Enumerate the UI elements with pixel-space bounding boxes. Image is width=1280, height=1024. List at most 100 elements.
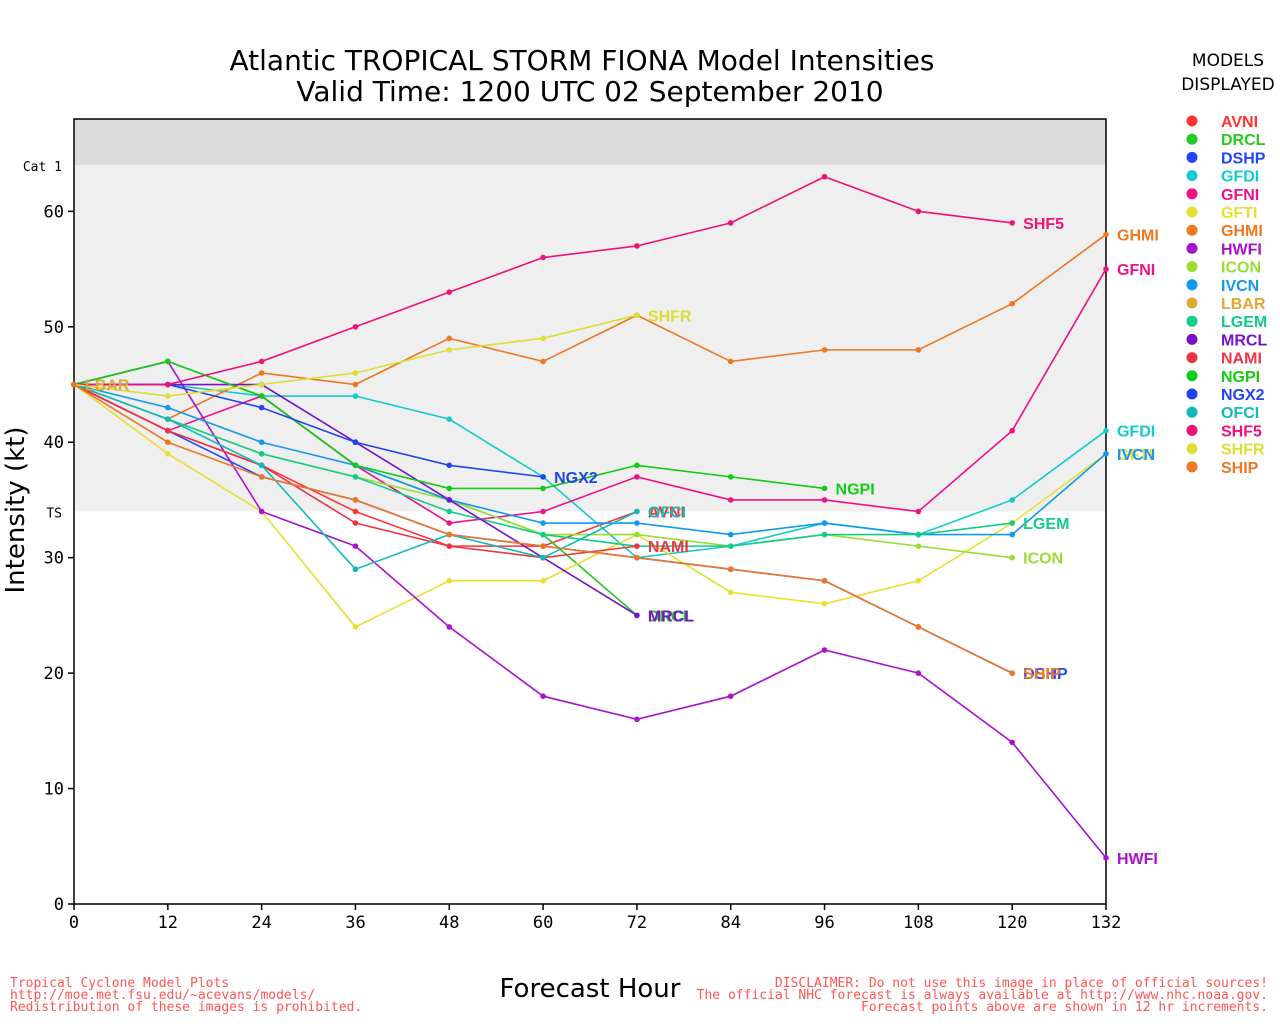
data-point xyxy=(1009,220,1015,226)
legend-marker xyxy=(1186,461,1198,473)
data-point xyxy=(727,693,734,700)
data-point xyxy=(165,358,171,365)
legend-marker xyxy=(1186,406,1198,418)
data-point xyxy=(634,716,640,723)
footer-right-line2: The official NHC forecast is always avai… xyxy=(697,988,1268,1003)
end-label-dshp: DSHP xyxy=(1023,666,1068,683)
legend-label: SHIP xyxy=(1221,460,1259,477)
axis-ticks: 0 12 24 36 48 60 72 84 96 108 120 132 0 10 20 30 40 50 60 xyxy=(44,202,1122,933)
data-point xyxy=(634,520,640,526)
x-tick-label: 120 xyxy=(997,913,1028,933)
data-point xyxy=(915,624,922,630)
x-tick-label: 0 xyxy=(69,913,79,933)
x-axis-label: Forecast Hour xyxy=(500,974,681,1004)
legend-marker xyxy=(1186,279,1198,291)
legend-label: HWFI xyxy=(1221,241,1262,258)
legend-item-shf5: SHF5 xyxy=(1186,423,1262,440)
data-point xyxy=(258,404,265,411)
legend-title-line1: MODELS xyxy=(1192,51,1264,71)
band-label: Cat 1 xyxy=(23,160,62,175)
data-point xyxy=(258,474,265,480)
data-point xyxy=(540,520,546,526)
data-point xyxy=(165,439,171,446)
legend-label: AVNI xyxy=(1221,114,1258,131)
legend-marker xyxy=(1186,224,1198,236)
data-point xyxy=(915,347,922,353)
data-point xyxy=(821,347,828,353)
data-point xyxy=(821,497,828,503)
legend-marker xyxy=(1186,333,1198,345)
data-point xyxy=(915,531,922,538)
series-layer xyxy=(71,173,1109,861)
data-point xyxy=(258,393,265,399)
x-tick-label: 132 xyxy=(1091,913,1122,933)
end-label-lgem: LGEM xyxy=(1023,516,1069,533)
legend-label: ICON xyxy=(1221,260,1261,277)
series-line xyxy=(73,233,1107,421)
footer-left-line3: Redistribution of these images is prohib… xyxy=(10,1000,362,1015)
x-tick-label: 72 xyxy=(627,913,647,933)
legend-label: DRCL xyxy=(1221,132,1266,149)
legend-marker xyxy=(1186,370,1198,382)
data-point xyxy=(446,577,453,584)
end-label-shf5: SHF5 xyxy=(1023,216,1064,233)
data-point xyxy=(258,450,265,457)
x-tick-label: 84 xyxy=(720,913,740,933)
legend-marker xyxy=(1186,261,1198,273)
data-point xyxy=(540,485,546,492)
data-point xyxy=(727,566,734,573)
end-label-ofci: OFCI xyxy=(648,505,686,522)
legend-marker xyxy=(1186,188,1198,200)
legend-label: SHF5 xyxy=(1221,423,1262,440)
data-point xyxy=(446,289,453,295)
y-tick-label: 20 xyxy=(44,664,64,684)
data-point xyxy=(1103,266,1109,272)
legend-item-ghmi: GHMI xyxy=(1186,223,1263,240)
data-point xyxy=(352,508,359,515)
intensity-band xyxy=(74,119,1106,166)
end-label-lbar: LBAR xyxy=(85,378,130,395)
data-point xyxy=(821,173,828,180)
legend-item-ivcn: IVCN xyxy=(1186,278,1259,295)
data-point xyxy=(540,531,546,538)
legend-label: GFDI xyxy=(1221,169,1259,186)
legend-item-hwfi: HWFI xyxy=(1186,241,1262,258)
data-point xyxy=(1009,300,1015,307)
legend-label: GFNI xyxy=(1221,187,1259,204)
data-point xyxy=(446,624,453,630)
data-point xyxy=(352,439,359,446)
data-point xyxy=(352,497,359,503)
legend-marker xyxy=(1186,388,1198,400)
legend-item-ngx2: NGX2 xyxy=(1186,387,1265,404)
data-point xyxy=(727,358,734,365)
data-point xyxy=(634,508,640,515)
end-label-ghmi: GHMI xyxy=(1117,227,1159,244)
legend-item-gfni: GFNI xyxy=(1186,187,1259,204)
data-point xyxy=(446,347,453,353)
end-label-gfni: GFNI xyxy=(1117,262,1155,279)
data-point xyxy=(540,693,546,700)
data-point xyxy=(915,670,922,676)
data-point xyxy=(1009,427,1015,434)
data-point xyxy=(446,335,453,342)
chart-title: Atlantic TROPICAL STORM FIONA Model Inte… xyxy=(229,44,934,77)
data-point xyxy=(634,243,640,249)
data-point xyxy=(352,520,359,526)
data-point xyxy=(540,474,546,480)
data-point xyxy=(821,647,828,653)
data-point xyxy=(634,543,640,549)
data-point xyxy=(352,323,359,330)
data-point xyxy=(352,381,359,388)
data-point xyxy=(446,416,453,422)
end-label-mrcl: MRCL xyxy=(648,608,694,625)
data-point xyxy=(165,404,171,411)
y-tick-label: 50 xyxy=(44,318,64,338)
legend-label: NAMI xyxy=(1221,351,1262,368)
data-point xyxy=(727,589,734,596)
legend-label: GFTI xyxy=(1221,205,1257,222)
x-tick-label: 96 xyxy=(814,913,834,933)
legend-item-shfr: SHFR xyxy=(1186,442,1265,459)
data-point xyxy=(1103,855,1109,861)
data-point xyxy=(446,497,453,503)
